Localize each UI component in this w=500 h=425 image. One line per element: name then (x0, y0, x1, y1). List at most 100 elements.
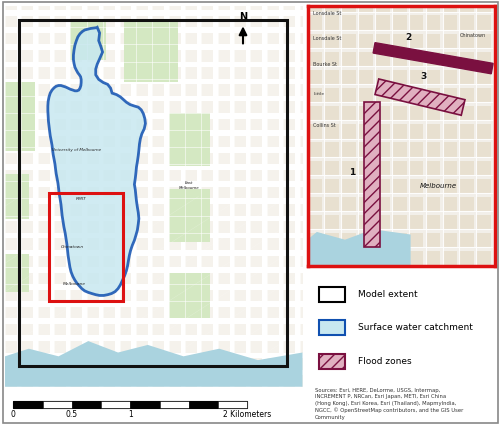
Bar (87, 358, 99, 370)
Bar (54, 33, 66, 45)
Bar (168, 119, 180, 130)
Bar (202, 119, 213, 130)
Bar (152, 375, 164, 387)
Bar (324, 161, 339, 175)
Bar (70, 16, 83, 27)
Bar (185, 136, 197, 147)
Bar (283, 375, 295, 387)
Bar (324, 52, 339, 66)
Bar (152, 16, 164, 27)
Bar (283, 358, 295, 370)
Bar (103, 84, 115, 96)
Bar (202, 341, 213, 352)
Bar (341, 0, 356, 11)
Bar (22, 153, 34, 164)
Bar (120, 136, 132, 147)
Bar (409, 88, 424, 102)
Bar (130, 401, 160, 408)
Bar (70, 170, 83, 181)
Bar (168, 204, 180, 215)
Bar (375, 179, 390, 193)
Bar (168, 290, 180, 301)
Bar (476, 251, 491, 266)
Bar (341, 142, 356, 157)
Polygon shape (373, 42, 493, 74)
Bar (103, 0, 115, 10)
Bar (103, 102, 115, 113)
Bar (87, 221, 99, 233)
Bar (460, 215, 474, 230)
Bar (168, 16, 180, 27)
Bar (152, 341, 164, 352)
Bar (283, 307, 295, 318)
Bar (375, 52, 390, 66)
Bar (308, 197, 322, 211)
Bar (22, 170, 34, 181)
Bar (49, 193, 123, 301)
Bar (54, 273, 66, 284)
Bar (460, 179, 474, 193)
Bar (103, 50, 115, 62)
Bar (120, 33, 132, 45)
Bar (218, 33, 230, 45)
Bar (493, 88, 500, 102)
Bar (202, 273, 213, 284)
Bar (185, 16, 197, 27)
Bar (87, 0, 99, 10)
Bar (358, 88, 373, 102)
Text: Model extent: Model extent (358, 290, 418, 299)
Bar (341, 161, 356, 175)
Polygon shape (308, 230, 410, 266)
Bar (202, 153, 213, 164)
Bar (152, 290, 164, 301)
Bar (136, 358, 148, 370)
Bar (160, 401, 189, 408)
Bar (409, 106, 424, 120)
Bar (54, 67, 66, 79)
Text: Chinatown: Chinatown (62, 245, 84, 249)
Bar (38, 50, 50, 62)
Bar (103, 273, 115, 284)
Bar (120, 50, 132, 62)
Bar (136, 273, 148, 284)
Bar (267, 307, 278, 318)
Bar (70, 238, 83, 250)
Bar (38, 33, 50, 45)
Bar (87, 170, 99, 181)
Bar (5, 255, 17, 267)
Bar (283, 221, 295, 233)
Bar (300, 187, 312, 198)
Bar (493, 125, 500, 139)
Bar (202, 50, 213, 62)
Bar (341, 15, 356, 30)
Bar (38, 324, 50, 335)
Bar (120, 67, 132, 79)
Bar (358, 0, 373, 11)
Bar (101, 401, 130, 408)
Bar (5, 273, 17, 284)
Bar (185, 50, 197, 62)
Bar (54, 307, 66, 318)
Bar (54, 204, 66, 215)
Bar (218, 187, 230, 198)
Bar (300, 375, 312, 387)
Bar (324, 0, 339, 11)
Bar (152, 358, 164, 370)
Bar (38, 153, 50, 164)
Bar (70, 187, 83, 198)
Bar (218, 119, 230, 130)
Bar (185, 341, 197, 352)
Bar (185, 375, 197, 387)
Bar (392, 142, 406, 157)
Bar (152, 221, 164, 233)
Bar (120, 221, 132, 233)
Bar (22, 0, 34, 10)
Bar (267, 50, 278, 62)
Bar (38, 341, 50, 352)
Bar (283, 153, 295, 164)
Bar (409, 34, 424, 48)
Bar (283, 50, 295, 62)
Bar (358, 251, 373, 266)
Bar (103, 67, 115, 79)
Bar (70, 67, 83, 79)
